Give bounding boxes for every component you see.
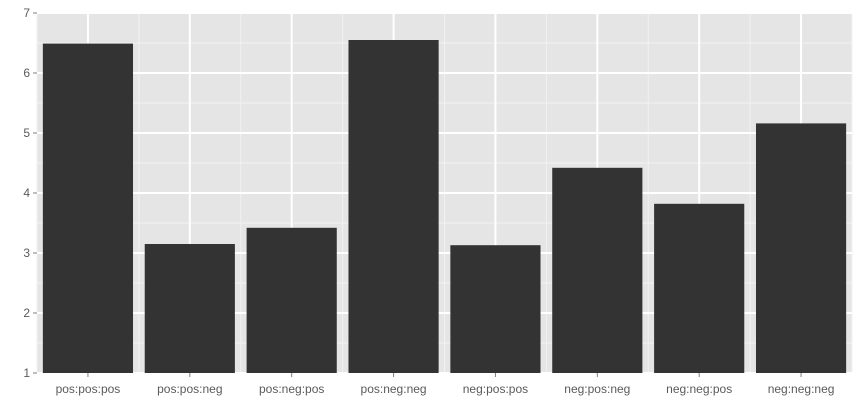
bar-neg-pos-pos <box>450 245 541 373</box>
x-tick-label: neg:pos:pos <box>463 382 528 396</box>
x-tick-label: neg:neg:neg <box>768 382 835 396</box>
bar-pos-pos-neg <box>144 244 235 373</box>
y-tick-label: 1 <box>23 366 30 380</box>
y-tick-label: 2 <box>23 306 30 320</box>
bar-pos-pos-pos <box>42 43 134 373</box>
x-tick-label: pos:pos:pos <box>56 382 121 396</box>
x-tick-label: pos:pos:neg <box>157 382 222 396</box>
x-tick-label: neg:neg:pos <box>666 382 732 396</box>
bar-pos-neg-pos <box>246 227 337 373</box>
x-axis: pos:pos:pos pos:pos:neg pos:neg:pos pos:neg… <box>56 373 835 396</box>
bar-neg-neg-neg <box>755 123 847 374</box>
y-tick-label: 7 <box>23 6 30 20</box>
y-tick-label: 6 <box>23 66 30 80</box>
bar-neg-pos-neg <box>552 167 643 373</box>
x-tick-label: pos:neg:neg <box>361 382 427 396</box>
x-tick-label: pos:neg:pos <box>259 382 324 396</box>
y-tick-label: 5 <box>23 126 30 140</box>
x-tick-label: neg:pos:neg <box>564 382 630 396</box>
bars <box>42 40 847 374</box>
bar-neg-neg-pos <box>654 203 745 373</box>
y-tick-label: 3 <box>23 246 30 260</box>
y-tick-label: 4 <box>23 186 30 200</box>
y-axis: 1 2 3 4 5 6 7 <box>23 6 37 380</box>
bar-pos-neg-neg <box>348 40 439 373</box>
